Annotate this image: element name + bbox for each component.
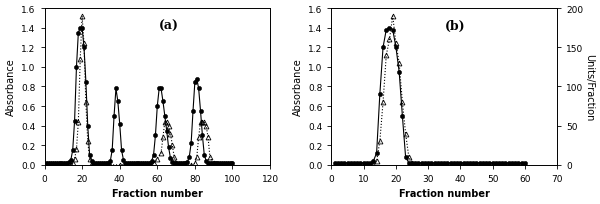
Y-axis label: Absorbance: Absorbance [5, 58, 16, 116]
Text: (a): (a) [158, 20, 179, 33]
Y-axis label: Units/Fraction: Units/Fraction [584, 53, 595, 121]
X-axis label: Fraction number: Fraction number [399, 188, 490, 198]
X-axis label: Fraction number: Fraction number [112, 188, 203, 198]
Y-axis label: Absorbance: Absorbance [293, 58, 302, 116]
Text: (b): (b) [445, 20, 466, 33]
